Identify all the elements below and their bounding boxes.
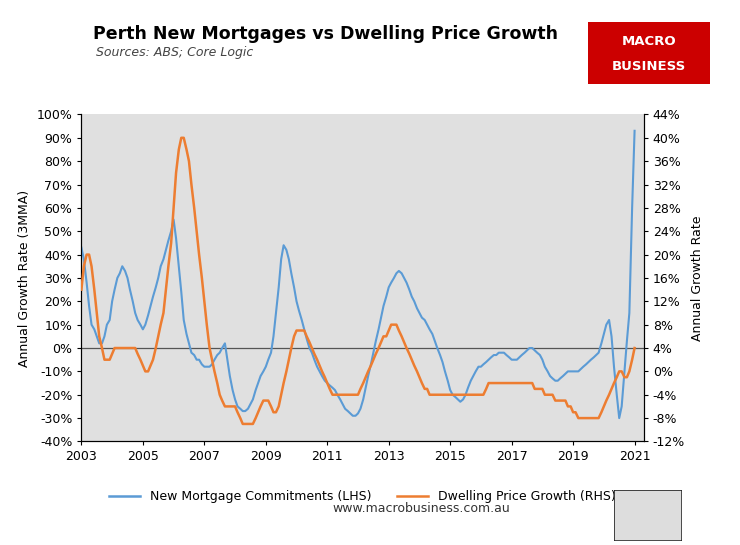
Text: www.macrobusiness.com.au: www.macrobusiness.com.au xyxy=(333,502,511,515)
Text: Perth New Mortgages vs Dwelling Price Growth: Perth New Mortgages vs Dwelling Price Gr… xyxy=(93,25,558,43)
Text: Sources: ABS; Core Logic: Sources: ABS; Core Logic xyxy=(96,46,253,59)
Text: BUSINESS: BUSINESS xyxy=(612,60,687,74)
Text: MACRO: MACRO xyxy=(622,35,676,49)
Y-axis label: Annual Growth Rate (3MMA): Annual Growth Rate (3MMA) xyxy=(18,189,31,366)
Y-axis label: Annual Growth Rate: Annual Growth Rate xyxy=(690,215,704,341)
Legend: New Mortgage Commitments (LHS), Dwelling Price Growth (RHS): New Mortgage Commitments (LHS), Dwelling… xyxy=(104,485,621,508)
